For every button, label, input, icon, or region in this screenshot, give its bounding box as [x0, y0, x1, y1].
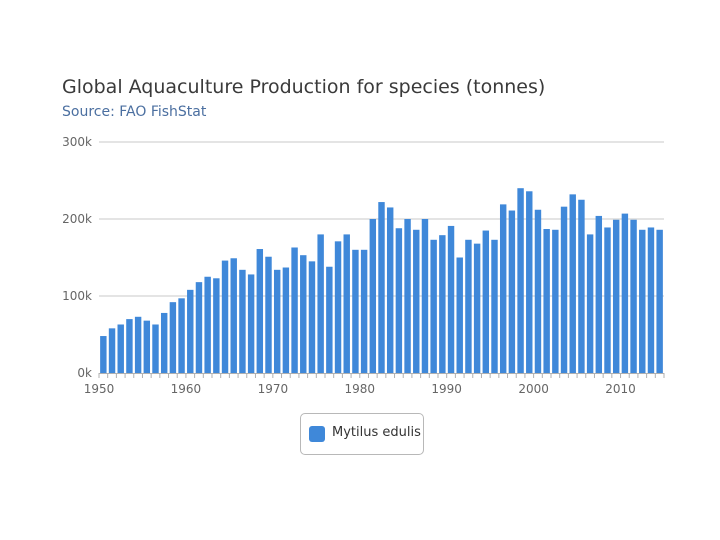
x-tick-label: 2010 [605, 382, 636, 396]
bar [465, 239, 472, 373]
bar [126, 319, 133, 373]
y-tick-label: 100k [62, 289, 92, 303]
bar [256, 249, 264, 373]
bar [221, 260, 229, 373]
legend-swatch [309, 426, 325, 442]
bar [178, 298, 185, 373]
bar [552, 229, 559, 373]
bar-series [100, 188, 663, 373]
bar [456, 257, 463, 373]
bar [413, 229, 420, 373]
bar [595, 215, 603, 373]
x-tick-label: 1990 [431, 382, 462, 396]
bar [265, 256, 272, 373]
x-tick-label: 1960 [171, 382, 202, 396]
bar [134, 316, 142, 373]
bar [578, 199, 585, 373]
bar [239, 269, 246, 373]
bar [491, 239, 498, 373]
bar [360, 249, 368, 373]
bar [560, 206, 568, 373]
bar [117, 324, 124, 373]
bar [508, 210, 516, 373]
legend-label[interactable]: Mytilus edulis [332, 425, 421, 440]
y-axis: 0k 100k 200k 300k [62, 135, 92, 380]
bar [569, 194, 576, 373]
bar [152, 324, 159, 373]
bar [621, 213, 629, 373]
bar [526, 191, 533, 373]
bar [439, 235, 446, 373]
bar [404, 219, 411, 373]
bar [499, 204, 507, 373]
bar [473, 243, 481, 373]
bar [334, 241, 342, 373]
chart-title: Global Aquaculture Production for specie… [62, 76, 546, 98]
x-tick-label: 1980 [344, 382, 375, 396]
y-tick-label: 200k [62, 212, 92, 226]
bar [317, 234, 324, 373]
bar [430, 239, 437, 373]
bar [517, 188, 524, 373]
bar [143, 320, 151, 373]
chart-subtitle: Source: FAO FishStat [62, 104, 207, 120]
bar [169, 302, 177, 373]
bar [308, 261, 316, 373]
bar [247, 274, 255, 373]
bar [543, 229, 550, 373]
bar [604, 227, 611, 373]
bar [343, 234, 350, 373]
bar [447, 225, 455, 373]
bar [612, 219, 620, 373]
y-tick-label: 300k [62, 135, 92, 149]
bar [187, 289, 194, 373]
bar [639, 229, 646, 373]
bar [369, 219, 377, 373]
y-tick-label: 0k [77, 366, 92, 380]
bar [108, 328, 116, 373]
bar [378, 202, 385, 373]
bar [352, 249, 359, 373]
x-tick-label: 2000 [518, 382, 549, 396]
x-tick-label: 1950 [84, 382, 115, 396]
bar [630, 219, 637, 373]
bar [282, 267, 290, 373]
bar [300, 255, 307, 373]
bar [656, 229, 663, 373]
bar [273, 269, 281, 373]
bar [160, 312, 168, 373]
bar [291, 247, 298, 373]
bar [534, 209, 542, 373]
bar [213, 278, 220, 373]
bar [230, 258, 237, 373]
bar [482, 230, 490, 373]
bar [586, 234, 594, 373]
bar [326, 266, 333, 373]
bar [647, 227, 655, 373]
x-axis: 1950 1960 1970 1980 1990 2000 2010 [84, 373, 665, 396]
bar [204, 276, 211, 373]
legend[interactable]: Mytilus edulis [300, 413, 424, 455]
bar [421, 219, 429, 373]
bar [395, 228, 403, 373]
bar [195, 282, 203, 373]
bar [100, 336, 107, 373]
bar [386, 207, 394, 373]
x-tick-label: 1970 [258, 382, 289, 396]
